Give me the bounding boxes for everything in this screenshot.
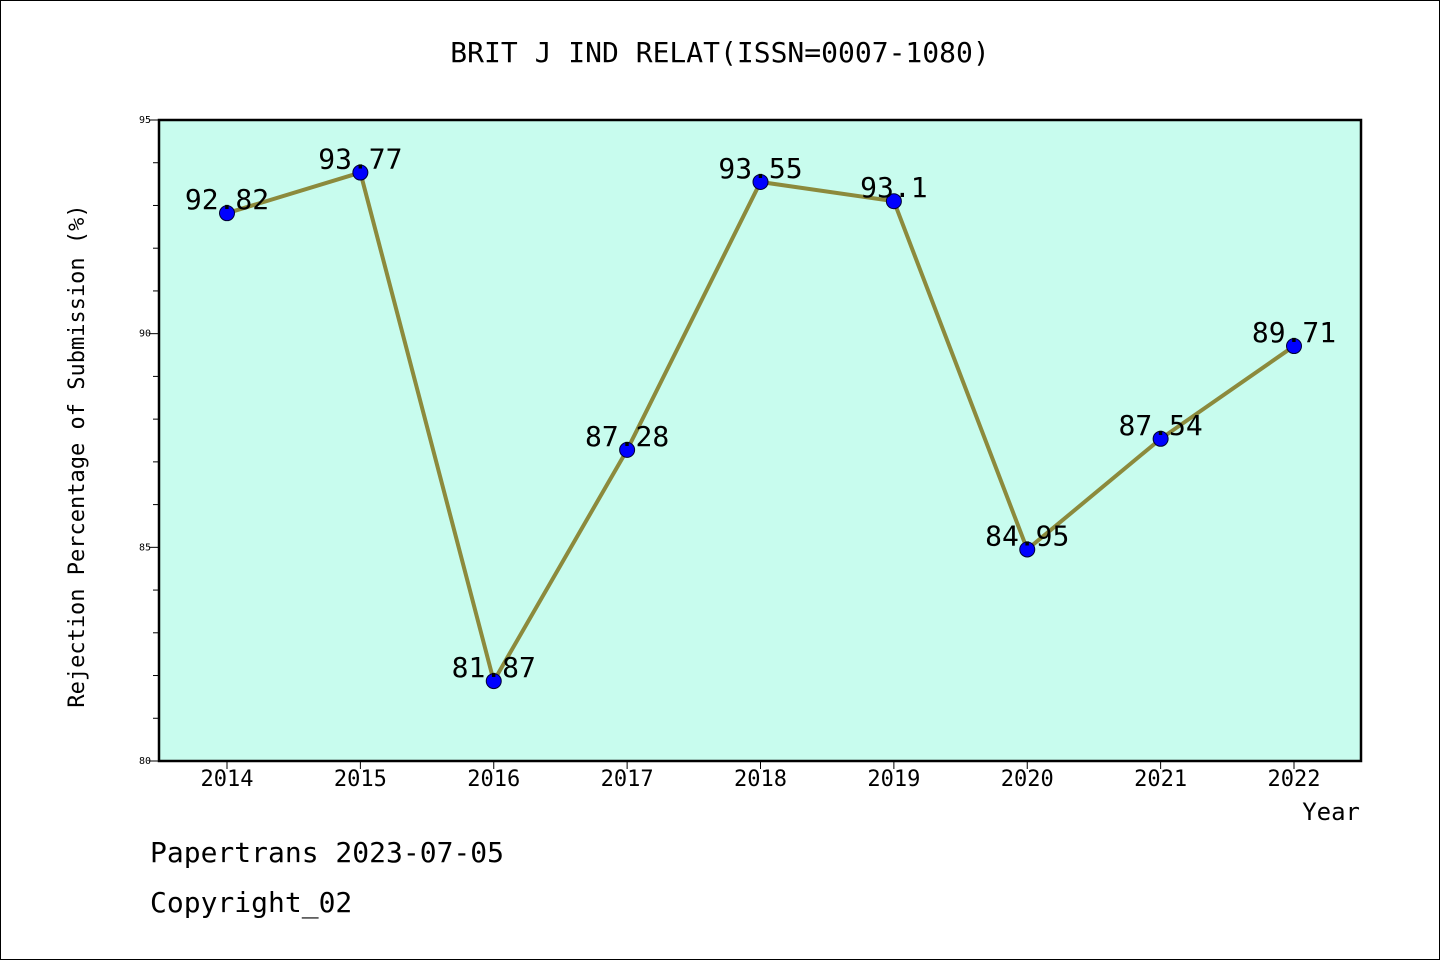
x-tick-label: 2020	[1001, 767, 1054, 792]
x-tick-label: 2021	[1134, 767, 1187, 792]
footer-date: Papertrans 2023-07-05	[150, 836, 505, 869]
data-label: 81.87	[452, 651, 536, 684]
data-label: 87.54	[1118, 409, 1202, 442]
y-tick-label: 95	[139, 115, 151, 126]
data-point	[752, 173, 769, 190]
data-label: 93.1	[860, 171, 927, 204]
data-label: 89.71	[1252, 316, 1336, 349]
x-tick-label: 2015	[334, 767, 387, 792]
data-point	[485, 673, 502, 690]
data-label: 87.28	[585, 420, 669, 453]
footer-copyright: Copyright_02	[150, 886, 353, 919]
chart-title: BRIT J IND RELAT(ISSN=0007-1080)	[450, 36, 990, 69]
data-point	[219, 205, 235, 222]
data-point	[619, 441, 636, 458]
y-tick-label: 80	[139, 756, 151, 767]
y-axis-label: Rejection Percentage of Submission (%)	[65, 204, 90, 707]
x-tick-label: 2014	[201, 767, 254, 792]
y-tick-label: 85	[139, 542, 151, 553]
data-point	[1286, 338, 1302, 355]
x-tick-label: 2018	[734, 767, 787, 792]
y-tick-label: 90	[139, 329, 151, 340]
data-label: 84.95	[985, 519, 1069, 552]
data-point	[352, 164, 369, 181]
x-tick-label: 2017	[601, 767, 654, 792]
data-label: 93.55	[718, 152, 802, 185]
data-label: 93.77	[318, 143, 402, 176]
data-point	[1152, 430, 1169, 447]
data-label: 92.82	[185, 183, 269, 216]
x-tick-label: 2022	[1268, 767, 1321, 792]
x-axis-label: Year	[1302, 798, 1360, 826]
x-tick-label: 2019	[867, 767, 920, 792]
data-point	[885, 193, 902, 210]
x-tick-label: 2016	[467, 767, 520, 792]
data-point	[1019, 541, 1036, 558]
